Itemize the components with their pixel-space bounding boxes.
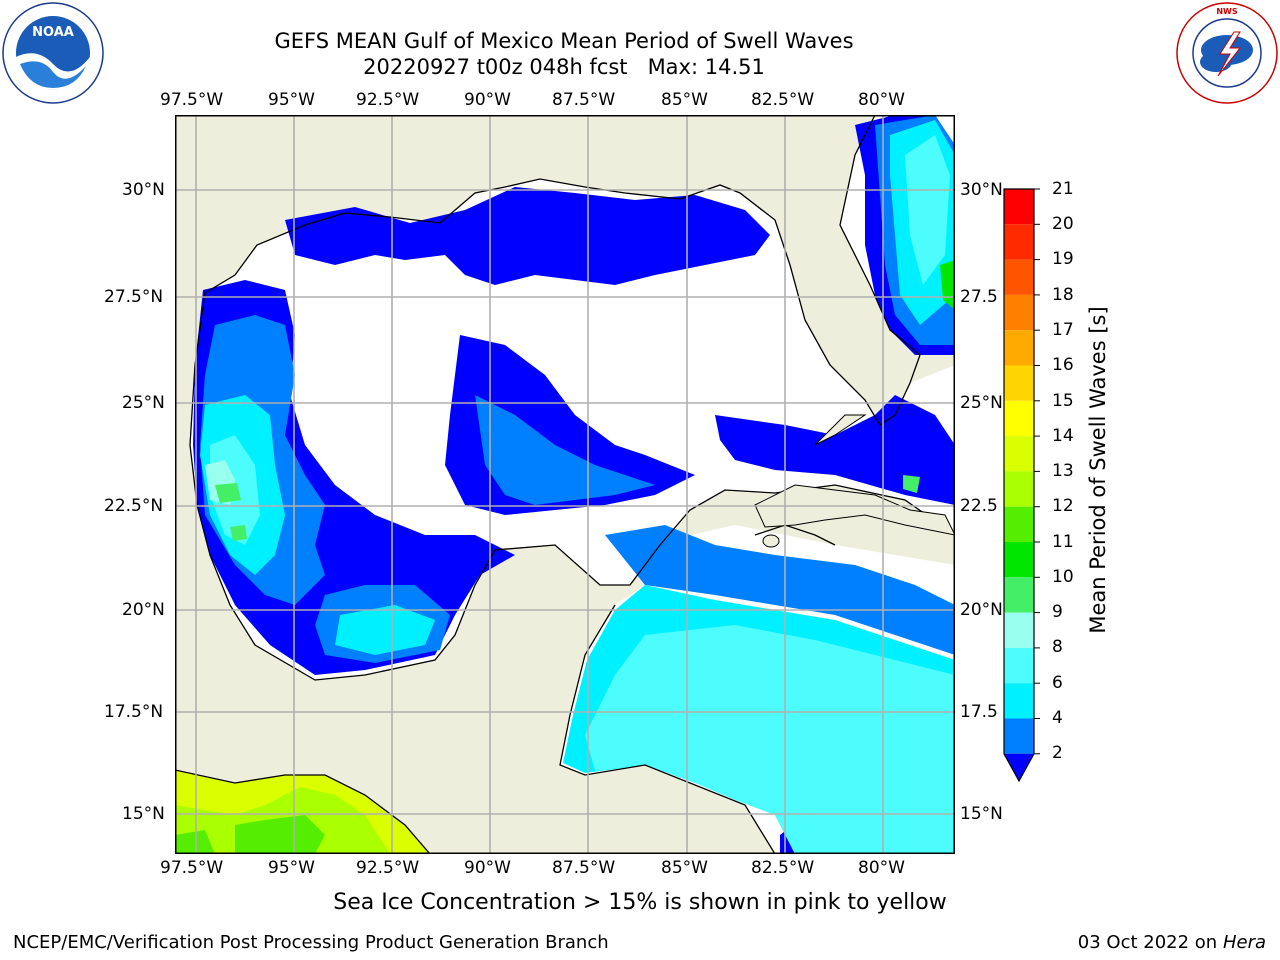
lat-tick-left: 25°N	[122, 393, 165, 413]
lat-tick-right: 20°N	[960, 600, 1003, 620]
lat-tick-right: 17.5	[960, 702, 998, 722]
colorbar-tick: 15	[1052, 391, 1074, 411]
lon-tick-top: 87.5°W	[552, 90, 616, 110]
footer-date-text: 03 Oct 2022 on	[1077, 932, 1223, 953]
colorbar-swatch	[1004, 259, 1034, 295]
noaa-logo-text: NOAA	[32, 25, 74, 40]
lat-tick-left: 27.5°N	[104, 287, 164, 307]
colorbar-tick: 17	[1052, 320, 1074, 340]
lon-tick-bottom: 90°W	[464, 858, 511, 878]
colorbar-swatch	[1004, 612, 1034, 648]
lat-tick-right: 30°N	[960, 180, 1003, 200]
colorbar-tick: 11	[1052, 532, 1074, 552]
colorbar-swatch	[1004, 330, 1034, 366]
lon-tick-top: 95°W	[268, 90, 315, 110]
lon-tick-top: 85°W	[661, 90, 708, 110]
colorbar-swatch	[1004, 577, 1034, 613]
colorbar-under-triangle	[1004, 753, 1034, 781]
colorbar-swatch	[1004, 400, 1034, 437]
colorbar-swatch	[1004, 436, 1034, 472]
colorbar-tick: 14	[1052, 426, 1074, 446]
lon-tick-bottom: 82.5°W	[751, 858, 815, 878]
chart-subtitle: 20220927 t00z 048h fcst Max: 14.51	[363, 55, 765, 79]
colorbar-tick: 16	[1052, 355, 1074, 375]
nws-logo: NWS	[1176, 2, 1278, 104]
colorbar-label: Mean Period of Swell Waves [s]	[1086, 306, 1110, 634]
lon-tick-bottom: 85°W	[661, 858, 708, 878]
colorbar-tick: 6	[1052, 673, 1063, 693]
lat-tick-left: 30°N	[122, 180, 165, 200]
lon-tick-top: 92.5°W	[356, 90, 420, 110]
colorbar-tick: 12	[1052, 496, 1074, 516]
lat-tick-right: 25°N	[960, 393, 1003, 413]
colorbar-tick: 10	[1052, 567, 1074, 587]
sea-ice-note: Sea Ice Concentration > 15% is shown in …	[333, 890, 947, 915]
noaa-logo: NOAA	[2, 2, 104, 104]
colorbar-swatch	[1004, 365, 1034, 401]
colorbar-tick: 9	[1052, 602, 1063, 622]
chart-title: GEFS MEAN Gulf of Mexico Mean Period of …	[274, 29, 854, 53]
colorbar-swatch	[1004, 471, 1034, 507]
colorbar	[1000, 186, 1040, 786]
colorbar-swatch	[1004, 542, 1034, 578]
colorbar-tick: 13	[1052, 461, 1074, 481]
footer-date: 03 Oct 2022 on Hera	[1078, 932, 1266, 953]
colorbar-swatch	[1004, 718, 1034, 754]
lat-tick-left: 15°N	[122, 804, 165, 824]
map-panel	[174, 114, 956, 855]
colorbar-swatch	[1004, 224, 1034, 260]
lon-tick-top: 82.5°W	[751, 90, 815, 110]
lon-tick-bottom: 87.5°W	[552, 858, 616, 878]
lat-tick-left: 20°N	[122, 600, 165, 620]
lon-tick-top: 97.5°W	[160, 90, 224, 110]
lat-tick-right: 15°N	[960, 804, 1003, 824]
colorbar-tick: 19	[1052, 249, 1074, 269]
colorbar-swatch	[1004, 294, 1034, 331]
colorbar-tick: 4	[1052, 708, 1063, 728]
colorbar-swatch	[1004, 683, 1034, 719]
colorbar-tick: 18	[1052, 285, 1074, 305]
lon-tick-top: 80°W	[858, 90, 905, 110]
lon-tick-bottom: 92.5°W	[356, 858, 420, 878]
lon-tick-bottom: 95°W	[268, 858, 315, 878]
lon-tick-top: 90°W	[464, 90, 511, 110]
lon-tick-bottom: 80°W	[858, 858, 905, 878]
colorbar-tick: 8	[1052, 637, 1063, 657]
colorbar-swatch	[1004, 647, 1034, 684]
lon-tick-bottom: 97.5°W	[160, 858, 224, 878]
colorbar-swatch	[1004, 506, 1034, 542]
footer-credit: NCEP/EMC/Verification Post Processing Pr…	[13, 932, 609, 953]
colorbar-tick: 20	[1052, 214, 1074, 234]
lat-tick-right: 22.5	[960, 496, 998, 516]
colorbar-tick: 2	[1052, 743, 1063, 763]
lat-tick-right: 27.5	[960, 287, 998, 307]
svg-text:NWS: NWS	[1216, 7, 1238, 16]
lat-tick-left: 22.5°N	[104, 496, 164, 516]
colorbar-tick: 21	[1052, 179, 1074, 199]
lat-tick-left: 17.5°N	[104, 702, 164, 722]
colorbar-swatch	[1004, 189, 1034, 225]
footer-host: Hera	[1222, 932, 1266, 953]
